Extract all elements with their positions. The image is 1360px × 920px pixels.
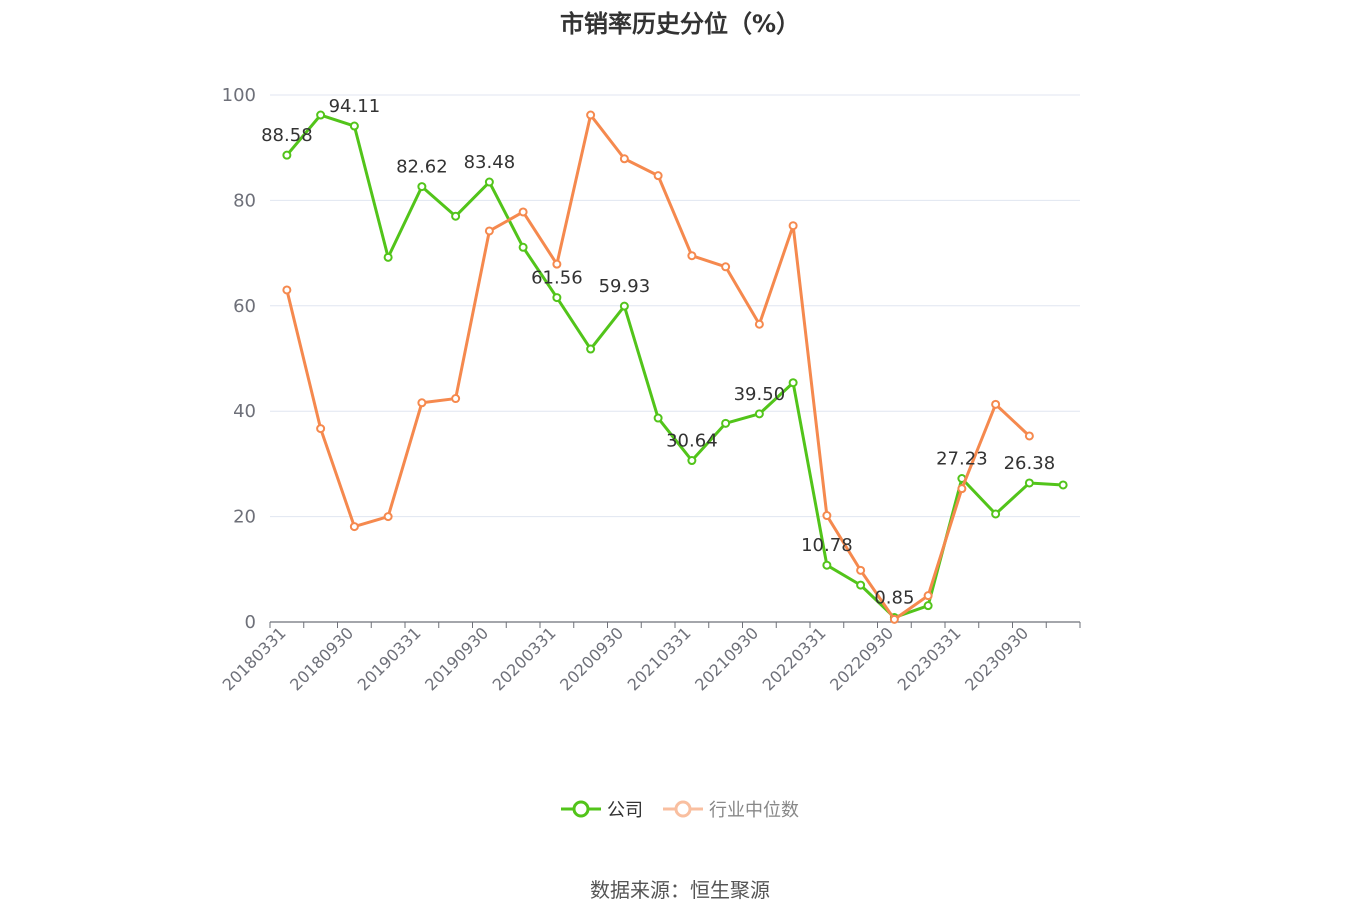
x-tick-label: 20220331	[759, 623, 830, 694]
series-line-0	[285, 113, 1064, 620]
data-point-0	[586, 344, 596, 354]
data-label: 10.78	[801, 535, 853, 556]
data-point-0	[451, 211, 461, 221]
data-point-0	[822, 560, 832, 570]
legend-marker-industry-median	[663, 800, 703, 818]
data-label: 27.23	[936, 448, 988, 469]
data-point-0	[383, 252, 393, 262]
chart-title: 市销率历史分位（%）	[559, 10, 801, 38]
data-point-1	[586, 110, 596, 120]
data-point-0	[1024, 478, 1034, 488]
x-tick-label: 20230331	[894, 623, 965, 694]
x-tick-label: 20200331	[489, 623, 560, 694]
legend-label-industry-median: 行业中位数	[709, 800, 799, 821]
data-point-1	[957, 484, 967, 494]
data-label: 61.56	[531, 268, 583, 289]
legend-marker-company	[561, 800, 601, 818]
x-tick-label: 20210331	[624, 623, 695, 694]
data-point-0	[349, 121, 359, 131]
data-label: 30.64	[666, 431, 718, 452]
x-tick-label: 20210930	[691, 623, 762, 694]
data-point-0	[1058, 480, 1068, 490]
data-point-1	[721, 262, 731, 272]
data-point-0	[653, 413, 663, 423]
data-labels: 88.58 94.11 82.62 83.48 61.56 59.93 30.64 39.50…	[261, 96, 1055, 608]
x-tick-label: 20190930	[421, 623, 492, 694]
data-point-1	[518, 207, 528, 217]
data-point-1	[687, 251, 697, 261]
data-point-1	[788, 221, 798, 231]
data-point-1	[619, 154, 629, 164]
data-point-1	[1024, 431, 1034, 441]
x-tick-label: 20220930	[826, 623, 897, 694]
data-point-0	[754, 409, 764, 419]
y-tick-label: 80	[233, 190, 256, 211]
data-point-1	[754, 319, 764, 329]
data-point-1	[991, 399, 1001, 409]
x-tick-label: 20180331	[219, 623, 290, 694]
data-point-1	[282, 285, 292, 295]
data-point-1	[383, 512, 393, 522]
x-tick-label: 20200930	[556, 623, 627, 694]
legend-label-company: 公司	[607, 800, 643, 821]
data-label: 83.48	[464, 152, 516, 173]
data-point-0	[856, 580, 866, 590]
legend-item-company[interactable]: 公司	[561, 796, 643, 822]
data-point-1	[822, 511, 832, 521]
data-point-0	[619, 301, 629, 311]
grid-lines	[270, 94, 1080, 518]
source-note: 数据来源：恒生聚源	[590, 878, 770, 902]
y-tick-label: 20	[233, 507, 256, 528]
data-point-1	[923, 591, 933, 601]
data-label: 39.50	[734, 384, 786, 405]
data-point-1	[451, 394, 461, 404]
x-tick-label: 20180930	[286, 623, 357, 694]
data-point-0	[484, 177, 494, 187]
legend: 公司 行业中位数	[0, 796, 1360, 822]
data-point-1	[349, 522, 359, 532]
data-point-1	[417, 398, 427, 408]
data-label: 59.93	[599, 276, 651, 297]
data-point-0	[316, 110, 326, 120]
legend-item-industry-median[interactable]: 行业中位数	[663, 796, 799, 822]
data-point-1	[856, 565, 866, 575]
y-tick-label: 60	[233, 296, 256, 317]
data-point-0	[282, 150, 292, 160]
data-point-1	[552, 259, 562, 269]
x-tick-label: 20190331	[354, 623, 425, 694]
data-point-0	[518, 242, 528, 252]
x-tick-label: 20230930	[961, 623, 1032, 694]
data-point-0	[991, 509, 1001, 519]
data-point-0	[788, 378, 798, 388]
data-label: 26.38	[1004, 453, 1056, 474]
data-label: 0.85	[874, 588, 914, 609]
data-label: 82.62	[396, 157, 448, 178]
data-point-0	[552, 293, 562, 303]
data-point-0	[687, 456, 697, 466]
series	[282, 110, 1068, 624]
data-point-1	[889, 614, 899, 624]
y-tick-label: 100	[222, 85, 256, 106]
data-point-1	[484, 226, 494, 236]
data-point-0	[923, 601, 933, 611]
y-tick-label: 40	[233, 401, 256, 422]
data-point-0	[417, 182, 427, 192]
y-tick-label: 0	[245, 612, 256, 633]
data-label: 88.58	[261, 125, 313, 146]
series-line-1	[285, 113, 1031, 621]
data-point-1	[653, 171, 663, 181]
data-point-1	[316, 424, 326, 434]
data-label: 94.11	[329, 96, 381, 117]
data-point-0	[721, 418, 731, 428]
